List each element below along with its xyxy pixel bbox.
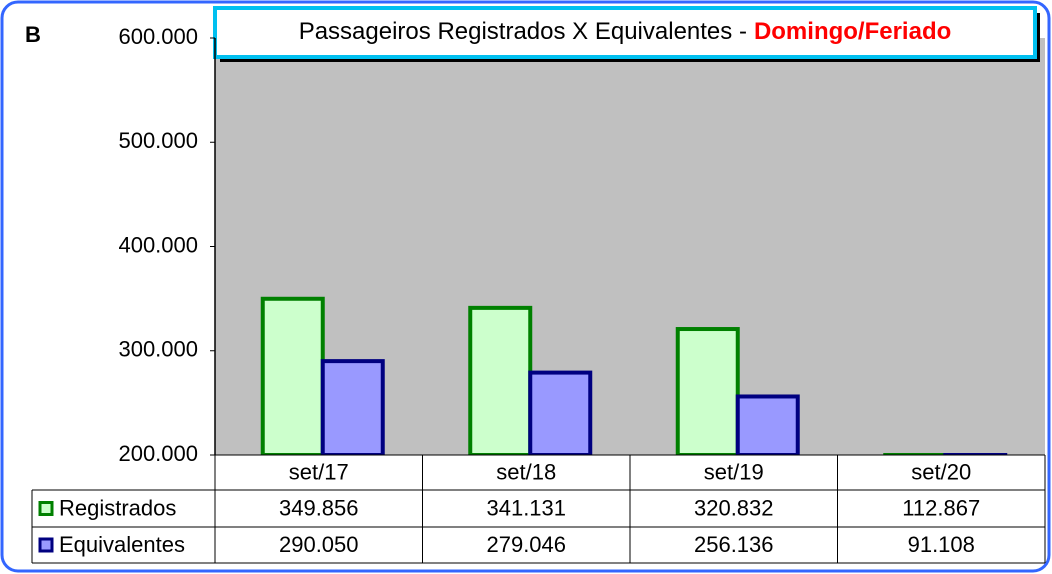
x-tick-label: set/17 [289, 459, 349, 484]
legend-marker [38, 501, 54, 516]
bars [260, 296, 1008, 455]
bar [675, 327, 740, 455]
table-value: 256.136 [694, 532, 774, 557]
bar [468, 305, 533, 455]
legend-marker [38, 537, 54, 553]
table-value: 279.046 [486, 532, 566, 557]
x-tick-label: set/18 [496, 459, 556, 484]
title-emphasis: Domingo/Feriado [754, 18, 951, 45]
panel-label: B [25, 22, 41, 47]
legend-label: Equivalentes [59, 532, 185, 557]
x-tick-label: set/19 [704, 459, 764, 484]
legend-label: Registrados [59, 495, 176, 520]
bar [320, 359, 385, 455]
table-value: 91.108 [908, 532, 975, 557]
bar [528, 370, 593, 455]
y-tick-label: 300.000 [118, 337, 198, 362]
table-value: 290.050 [279, 532, 359, 557]
y-tick-label: 500.000 [118, 128, 198, 153]
x-tick-label: set/20 [911, 459, 971, 484]
table-value: 349.856 [279, 495, 359, 520]
table-value: 112.867 [902, 495, 980, 520]
table-value: 341.131 [486, 495, 566, 520]
y-tick-label: 200.000 [118, 441, 198, 466]
y-tick-label: 600.000 [118, 24, 198, 49]
table-value: 320.832 [694, 495, 774, 520]
title-main: Passageiros Registrados X Equivalentes - [299, 18, 747, 45]
chart-title: Passageiros Registrados X Equivalentes -… [299, 18, 952, 45]
bar [260, 296, 325, 455]
bar [735, 394, 800, 455]
y-tick-label: 400.000 [118, 232, 198, 257]
title-box [213, 6, 1037, 59]
